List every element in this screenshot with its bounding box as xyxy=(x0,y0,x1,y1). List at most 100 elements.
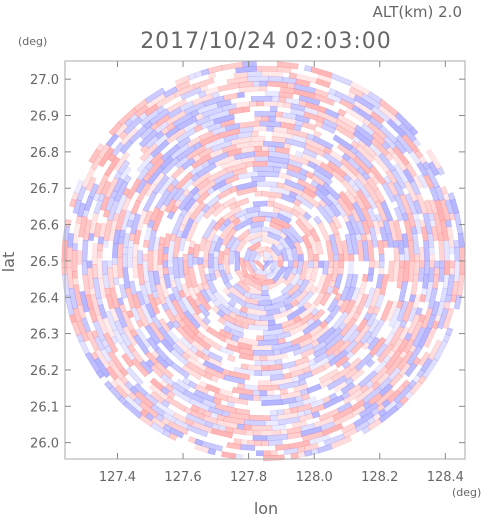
radar-cell xyxy=(427,212,436,222)
radar-cell xyxy=(301,396,318,406)
radar-cell xyxy=(290,103,306,112)
radar-cell xyxy=(399,395,409,406)
radar-cell xyxy=(304,137,327,152)
radar-cell xyxy=(279,390,302,401)
radar-cell xyxy=(248,100,257,107)
radar-cell xyxy=(252,166,275,172)
radar-cell xyxy=(179,86,202,101)
radar-cell xyxy=(353,323,371,345)
x-tick-label: 128.0 xyxy=(296,470,333,485)
radar-cell xyxy=(248,414,271,422)
radar-cell xyxy=(313,260,320,269)
radar-cell xyxy=(202,205,217,220)
radar-cell xyxy=(283,372,292,380)
radar-cell xyxy=(185,348,201,362)
radar-cell xyxy=(119,367,129,378)
radar-cell xyxy=(404,390,414,401)
radar-cell xyxy=(444,199,455,215)
radar-cell xyxy=(105,365,119,381)
radar-cell xyxy=(374,200,389,222)
y-tick-label: 26.0 xyxy=(30,437,59,452)
radar-cell xyxy=(92,277,102,300)
radar-cell xyxy=(138,129,159,148)
radar-cell xyxy=(333,253,340,262)
radar-cell xyxy=(321,423,344,437)
radar-cell xyxy=(434,185,445,202)
radar-cell xyxy=(344,376,355,386)
radar-cell xyxy=(459,260,466,276)
radar-cell xyxy=(105,132,120,148)
radar-cell xyxy=(353,411,375,428)
radar-cell xyxy=(185,413,207,427)
radar-cell xyxy=(221,451,237,460)
radar-cell xyxy=(365,194,378,210)
radar-cell xyxy=(158,277,170,299)
radar-cell xyxy=(212,221,222,232)
radar-cell xyxy=(415,307,423,316)
radar-cell xyxy=(449,260,456,269)
radar-cell xyxy=(291,133,307,144)
radar-cell xyxy=(340,381,356,395)
radar-cell xyxy=(252,80,261,87)
radar-cell xyxy=(457,232,465,248)
radar-cell xyxy=(261,230,269,237)
radar-cell xyxy=(311,410,321,419)
radar-cell xyxy=(113,171,123,181)
radar-cell xyxy=(302,366,312,374)
radar-cell xyxy=(332,134,354,151)
radar-cell xyxy=(288,190,298,199)
radar-cell xyxy=(142,239,150,248)
radar-cell xyxy=(75,215,83,225)
radar-cell xyxy=(325,338,346,357)
radar-cell xyxy=(177,223,186,233)
radar-cell xyxy=(252,160,268,167)
radar-cell xyxy=(363,182,380,204)
radar-cell xyxy=(261,235,282,247)
radar-cell xyxy=(145,302,156,319)
radar-cell xyxy=(136,153,155,174)
radar-cell xyxy=(217,316,227,326)
radar-cell xyxy=(254,150,269,157)
radar-cell xyxy=(192,77,215,90)
radar-cell xyxy=(154,400,176,418)
radar-cell xyxy=(212,257,220,272)
radar-cell xyxy=(350,340,365,356)
radar-cell xyxy=(238,85,261,93)
radar-cell xyxy=(278,208,294,220)
radar-cell xyxy=(296,410,306,418)
radar-cell xyxy=(338,190,356,211)
radar-cell xyxy=(453,294,463,310)
radar-cell xyxy=(105,294,115,310)
radar-cell xyxy=(165,390,176,400)
radar-cell xyxy=(283,272,297,287)
radar-cell xyxy=(303,278,316,294)
radar-cell xyxy=(276,242,286,251)
radar-cell xyxy=(61,260,68,269)
radar-cell xyxy=(166,210,176,220)
radar-cell xyxy=(307,358,317,367)
radar-cell xyxy=(342,427,359,439)
radar-cell xyxy=(217,250,225,265)
radar-cell xyxy=(93,199,104,215)
radar-cell xyxy=(207,351,223,363)
radar-cell xyxy=(326,92,343,104)
radar-cell xyxy=(245,429,254,436)
radar-cell xyxy=(185,295,202,316)
radar-cell xyxy=(211,200,222,210)
x-tick-label: 128.4 xyxy=(427,470,464,485)
radar-cell xyxy=(88,307,98,323)
radar-cell xyxy=(187,380,198,390)
radar-cell xyxy=(320,273,333,295)
radar-cell xyxy=(281,360,297,370)
radar-cell xyxy=(279,388,289,396)
radar-cell xyxy=(238,352,254,361)
radar-cell xyxy=(124,287,136,310)
radar-cell xyxy=(337,108,347,117)
radar-cell xyxy=(73,179,85,195)
radar-cell xyxy=(255,65,278,72)
radar-cell xyxy=(296,212,315,232)
radar-cell xyxy=(243,424,252,431)
radar-cell xyxy=(350,286,361,303)
radar-cell xyxy=(289,298,300,308)
